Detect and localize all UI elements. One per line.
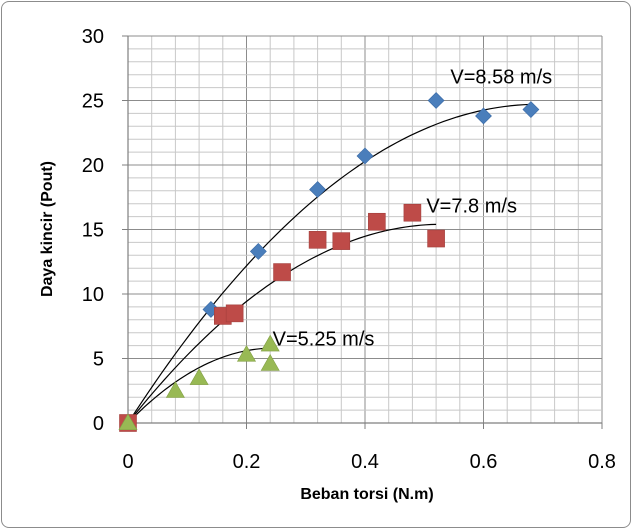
triangle-marker [260, 334, 280, 352]
square-marker [368, 212, 386, 231]
x-tick-label: 0.4 [351, 451, 379, 473]
x-tick-label: 0.2 [233, 451, 261, 473]
y-tick-label: 20 [82, 155, 104, 177]
x-axis-title: Beban torsi (N.m) [300, 486, 433, 503]
square-marker [427, 229, 445, 248]
square-marker [273, 263, 291, 281]
x-tick-label: 0.6 [470, 451, 498, 473]
y-tick-label: 0 [93, 413, 104, 435]
y-tick-label: 10 [82, 284, 104, 306]
axes [122, 35, 603, 429]
diamond-marker [475, 107, 492, 125]
x-tick-label: 0.8 [588, 451, 616, 473]
diamond-marker [249, 243, 267, 260]
triangle-marker [260, 354, 280, 371]
y-tick-label: 25 [82, 91, 104, 113]
trendline-diamond [127, 103, 531, 424]
series-label: V=5.25 m/s [273, 329, 375, 351]
square-marker [225, 304, 244, 323]
tick-labels: 0 5 10 15 20 25 30 0 0.2 0.4 0.6 0.8 V=8.58 m/s V=7.8… [82, 26, 616, 473]
y-tick-label: 5 [93, 349, 104, 371]
square-marker [308, 231, 327, 249]
diamond-marker [356, 147, 374, 165]
square-marker [332, 232, 351, 250]
series-label: V=8.58 m/s [450, 67, 552, 89]
triangle-marker [165, 381, 185, 398]
y-tick-label: 15 [82, 220, 104, 242]
diamond-marker [427, 92, 445, 109]
y-tick-label: 30 [82, 26, 104, 48]
grid-lines [127, 35, 603, 424]
square-marker [403, 203, 422, 222]
diamond-marker [309, 181, 327, 198]
x-tick-label: 0 [122, 451, 133, 473]
triangle-marker [236, 345, 257, 362]
y-axis-title: Daya kincir (Pout) [39, 161, 56, 297]
diamond-marker [522, 101, 540, 118]
triangle-marker [118, 413, 138, 431]
series-label: V=7.8 m/s [426, 196, 517, 218]
triangle-marker [189, 368, 209, 385]
data-points [118, 92, 540, 432]
